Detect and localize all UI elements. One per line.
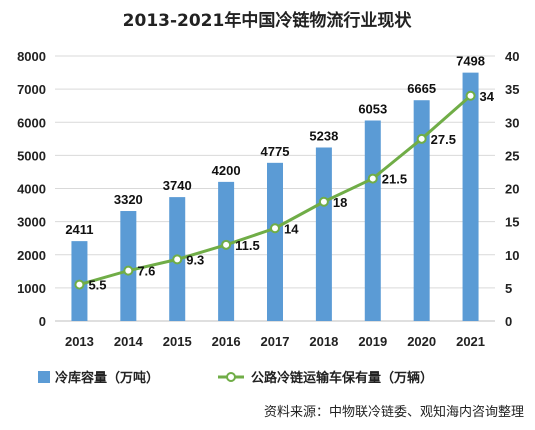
y-left-tick-label: 4000 [17,182,46,197]
x-tick-label: 2019 [358,334,387,349]
y-left-tick-label: 7000 [17,82,46,97]
y-right-tick-label: 25 [505,148,519,163]
line-value-label: 21.5 [382,172,407,187]
line-value-label: 7.6 [137,264,155,279]
line-point [74,279,85,290]
y-right-tick-label: 20 [505,182,519,197]
y-right-tick-label: 15 [505,215,519,230]
bar [413,100,430,321]
source-note: 资料来源：中物联冷链委、观知海内咨询整理 [264,404,524,420]
y-right-tick-label: 10 [505,248,519,263]
bar-series: 2411 3320 3740 4200 4775 5238 6053 6665 7498 [65,54,485,321]
line-value-label: 11.5 [235,238,260,253]
y-right-tick-label: 0 [505,314,512,329]
x-tick-label: 2013 [65,334,94,349]
line-point [416,133,427,144]
line-value-label: 9.3 [186,252,204,267]
bar-value-label: 4200 [212,163,241,178]
x-tick-label: 2016 [212,334,241,349]
bar [218,181,235,321]
line-point [318,196,329,207]
y-left-tick-label: 6000 [17,115,46,130]
x-axis: 2013 2014 2015 2016 2017 2018 2019 2020 2021 [65,334,485,349]
bar-value-label: 4775 [261,144,290,159]
y-left-tick-label: 3000 [17,215,46,230]
y-left-tick-label: 1000 [17,281,46,296]
y-axis-left: 0 1000 2000 3000 4000 5000 6000 7000 8000 [17,49,46,329]
x-tick-label: 2015 [163,334,192,349]
y-left-tick-label: 2000 [17,248,46,263]
y-right-tick-label: 35 [505,82,519,97]
y-axis-right: 0 5 10 15 20 25 30 35 40 [505,49,519,329]
bar-value-label: 6053 [358,101,387,116]
y-left-tick-label: 5000 [17,148,46,163]
y-left-tick-label: 0 [39,314,46,329]
line-series: 5.5 7.6 9.3 11.5 14 18 21.5 27.5 34 [74,89,495,293]
line-point [172,254,183,265]
line-value-label: 14 [284,221,299,236]
bar-value-label: 3740 [163,178,192,193]
chart-title: 2013-2021年中国冷链物流行业现状 [123,10,413,31]
legend-line-marker [226,372,236,382]
legend-bar-swatch [38,371,50,383]
line-point [270,223,280,234]
line-point [123,265,134,276]
x-tick-label: 2021 [456,334,485,349]
bar [364,120,381,321]
y-right-tick-label: 5 [505,281,512,296]
bar-value-label: 7498 [456,54,485,69]
x-tick-label: 2014 [114,334,144,349]
line-point [367,173,378,184]
bar [315,147,332,321]
line-point [465,90,476,101]
y-left-tick-label: 8000 [17,49,46,64]
line-point [221,239,232,250]
bar-value-label: 6665 [407,81,436,96]
bar [267,162,283,321]
bar [462,72,479,321]
legend-bar-label: 冷库容量（万吨） [55,370,159,386]
y-right-tick-label: 30 [505,115,519,130]
line-value-label: 34 [480,89,495,104]
x-tick-label: 2020 [407,334,436,349]
x-tick-label: 2017 [261,334,290,349]
bar-value-label: 3320 [114,192,143,207]
legend-line-label: 公路冷链运输车保有量（万辆） [251,370,433,386]
y-right-tick-label: 40 [505,49,519,64]
x-tick-label: 2018 [309,334,338,349]
legend: 冷库容量（万吨） 公路冷链运输车保有量（万辆） [38,370,433,386]
bar-value-label: 5238 [309,128,338,143]
line-value-label: 27.5 [431,132,456,147]
bar-value-label: 2411 [65,222,93,237]
line-value-label: 18 [333,195,347,210]
line-value-label: 5.5 [88,278,106,293]
